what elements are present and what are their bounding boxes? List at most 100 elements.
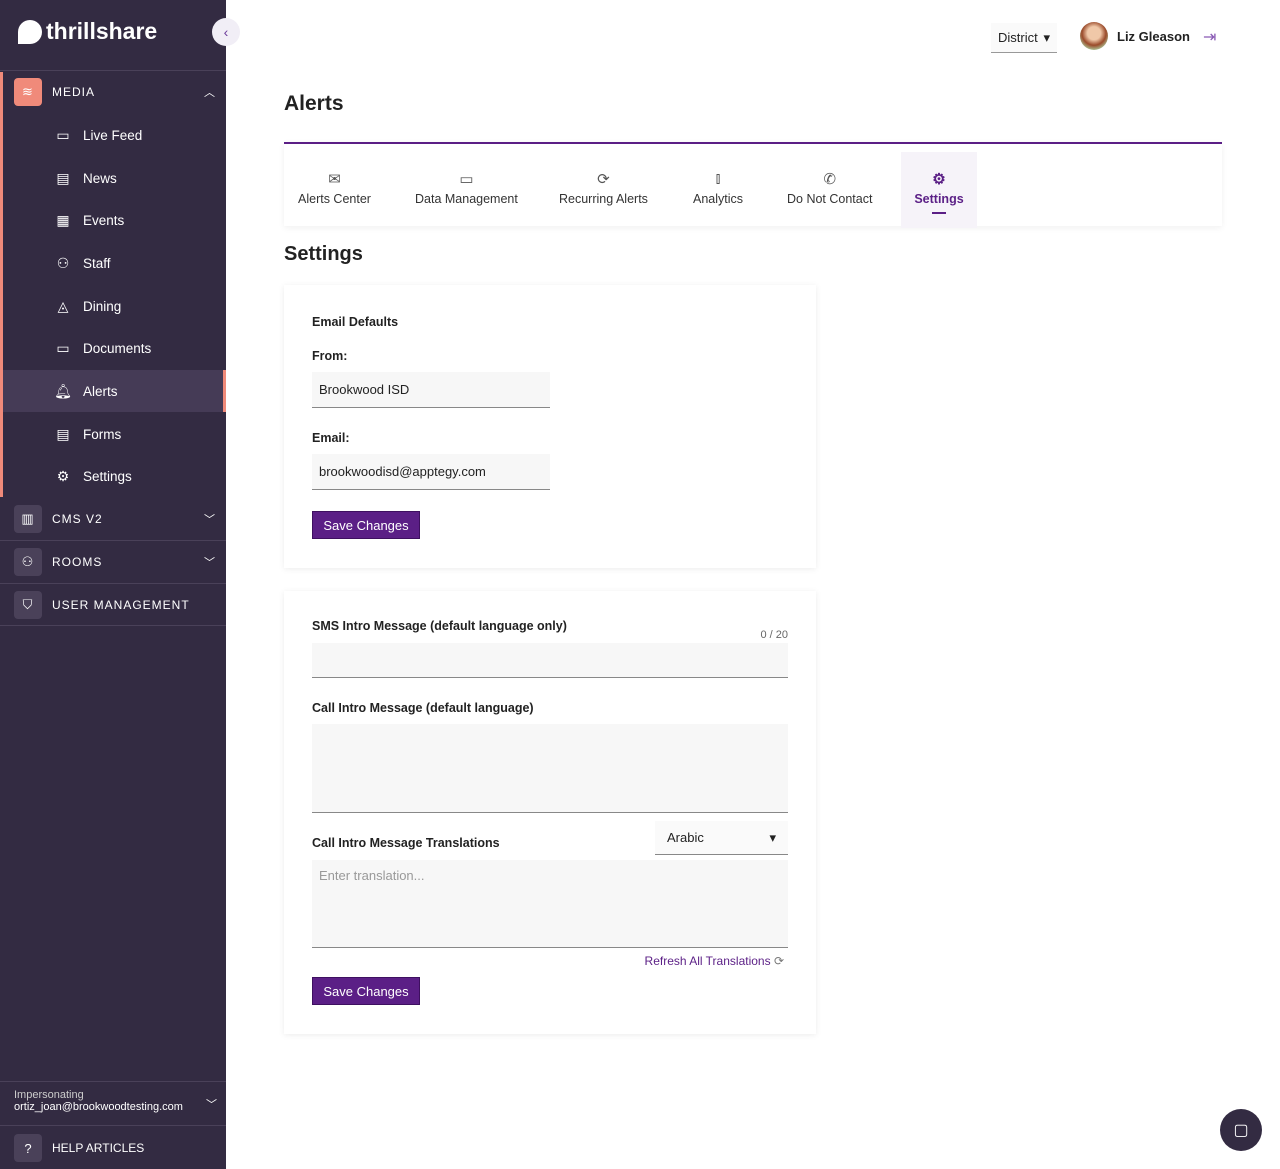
sms-counter: 0 / 20 (760, 629, 788, 641)
from-label: From: (312, 349, 348, 363)
translation-textarea[interactable]: Enter translation... (312, 860, 788, 948)
tab-analytics[interactable]: ⫾ Analytics (693, 152, 743, 228)
collapse-sidebar-button[interactable]: ‹ (212, 18, 240, 46)
from-input[interactable]: Brookwood ISD (312, 372, 550, 408)
language-select[interactable]: Arabic ▾ (655, 821, 788, 855)
help-label: HELP ARTICLES (52, 1141, 145, 1155)
sidebar-item-events[interactable]: ▦ Events (3, 199, 226, 241)
chevron-up-icon: ︿ (204, 87, 216, 99)
help-articles[interactable]: ? HELP ARTICLES (0, 1127, 226, 1169)
sidebar-item-live-feed[interactable]: ▭ Live Feed (3, 114, 226, 156)
tab-label: Settings (914, 192, 964, 206)
item-label: Events (83, 212, 125, 228)
sms-input[interactable] (312, 643, 788, 678)
sidebar-item-forms[interactable]: ▤ Forms (3, 413, 226, 455)
chevron-down-icon[interactable]: ﹀ (206, 1099, 217, 1111)
user-name: Liz Gleason (1117, 28, 1190, 44)
gear-icon: ⚙ (56, 467, 70, 484)
forms-icon: ▤ (56, 425, 70, 442)
users-icon: ⚇ (14, 548, 42, 576)
shield-user-icon: ⛉ (14, 591, 42, 619)
tab-label: Do Not Contact (787, 192, 873, 206)
email-defaults-heading: Email Defaults (312, 315, 399, 329)
item-label: Dining (83, 298, 122, 314)
phone-off-icon: ✆ (823, 171, 837, 188)
bar-chart-icon: ⫾ (715, 170, 721, 187)
call-intro-textarea[interactable] (312, 724, 788, 813)
section-media[interactable]: ≋ MEDIA ︿ (0, 71, 226, 113)
section-user-management[interactable]: ⛉ USER MANAGEMENT (0, 584, 226, 626)
refresh-icon: ⟳ (597, 171, 610, 188)
staff-icon: ⚇ (56, 254, 70, 271)
help-icon: ? (14, 1134, 42, 1162)
chevron-left-icon: ‹ (223, 24, 229, 40)
section-rooms[interactable]: ⚇ ROOMS ﹀ (0, 541, 226, 583)
user-menu[interactable]: Liz Gleason (1080, 22, 1190, 50)
page-title: Alerts (284, 92, 344, 115)
tab-bar: ✉ Alerts Center ▭ Data Management ⟳ Recurri… (284, 142, 1222, 228)
impersonating[interactable]: Impersonating ortiz_joan@brookwoodtesting… (14, 1089, 183, 1113)
avatar (1080, 22, 1108, 50)
tab-label: Analytics (693, 192, 744, 206)
sidebar-item-settings[interactable]: ⚙ Settings (3, 455, 226, 497)
section-label: ROOMS (52, 555, 103, 569)
scope-select[interactable]: District ▾ (991, 23, 1057, 53)
sidebar-item-alerts[interactable]: 🔔︎ Alerts (3, 370, 226, 412)
save-email-button[interactable]: Save Changes (312, 511, 420, 539)
news-icon: ▤ (56, 169, 70, 186)
sidebar-item-staff[interactable]: ⚇ Staff (3, 242, 226, 284)
pizza-icon: ◬ (57, 297, 69, 314)
bell-icon: 🔔︎ (54, 382, 72, 399)
intro-messages-card: SMS Intro Message (default language only… (284, 591, 816, 1034)
language-value: Arabic (667, 830, 704, 845)
tab-label: Data Management (415, 192, 518, 206)
tab-data-management[interactable]: ▭ Data Management (415, 152, 518, 228)
section-cms-v2[interactable]: ▥ CMS V2 ﹀ (0, 498, 226, 540)
section-label: MEDIA (52, 85, 96, 99)
chevron-down-icon: ﹀ (204, 514, 216, 526)
item-label: Documents (83, 340, 152, 356)
monitor-icon: ▭ (459, 171, 474, 188)
item-label: Settings (83, 468, 132, 484)
email-label: Email: (312, 431, 350, 445)
item-label: Forms (83, 426, 122, 442)
caret-down-icon: ▾ (1043, 30, 1050, 45)
chevron-down-icon: ﹀ (204, 557, 216, 569)
logout-icon[interactable]: ⇥ (1203, 29, 1217, 46)
calendar-icon: ▦ (56, 211, 70, 228)
item-label: Live Feed (83, 127, 143, 143)
mail-icon: ✉ (328, 171, 341, 188)
sidebar-item-dining[interactable]: ◬ Dining (3, 285, 226, 327)
save-messages-button[interactable]: Save Changes (312, 977, 420, 1005)
feed-icon: ▭ (56, 126, 70, 143)
item-label: News (83, 170, 117, 186)
tab-label: Recurring Alerts (559, 192, 648, 206)
translations-label: Call Intro Message Translations (312, 836, 500, 850)
sidebar-item-news[interactable]: ▤ News (3, 157, 226, 199)
tab-do-not-contact[interactable]: ✆ Do Not Contact (787, 152, 872, 228)
refresh-translations-link[interactable]: Refresh All Translations ⟳ (645, 954, 784, 968)
chat-button[interactable]: ▢ (1220, 1109, 1262, 1151)
refresh-label: Refresh All Translations (644, 954, 771, 968)
impersonating-label: Impersonating (14, 1089, 84, 1101)
item-label: Alerts (83, 383, 118, 399)
tab-alerts-center[interactable]: ✉ Alerts Center (298, 152, 371, 228)
sidebar: thrillshare ≋ MEDIA ︿ ▭ Live Feed ▤ News ▦ Ev… (0, 0, 226, 1169)
layers-icon: ≋ (14, 78, 42, 106)
item-label: Staff (83, 255, 111, 271)
gear-icon: ⚙ (932, 171, 946, 188)
section-label: USER MANAGEMENT (52, 598, 190, 612)
impersonating-email: ortiz_joan@brookwoodtesting.com (14, 1101, 183, 1113)
layout-icon: ▥ (14, 505, 42, 533)
sidebar-item-documents[interactable]: ▭ Documents (3, 327, 226, 369)
tab-settings[interactable]: ⚙ Settings (901, 152, 977, 228)
brand-name: thrillshare (46, 18, 158, 44)
tab-recurring-alerts[interactable]: ⟳ Recurring Alerts (559, 152, 648, 228)
thrillshare-logo-icon (18, 19, 42, 44)
section-label: CMS V2 (52, 512, 103, 526)
email-input[interactable]: brookwoodisd@apptegy.com (312, 454, 550, 490)
section-title: Settings (284, 243, 363, 265)
tab-label: Alerts Center (298, 192, 371, 206)
logo[interactable]: thrillshare (18, 18, 157, 45)
scope-value: District (998, 30, 1038, 45)
